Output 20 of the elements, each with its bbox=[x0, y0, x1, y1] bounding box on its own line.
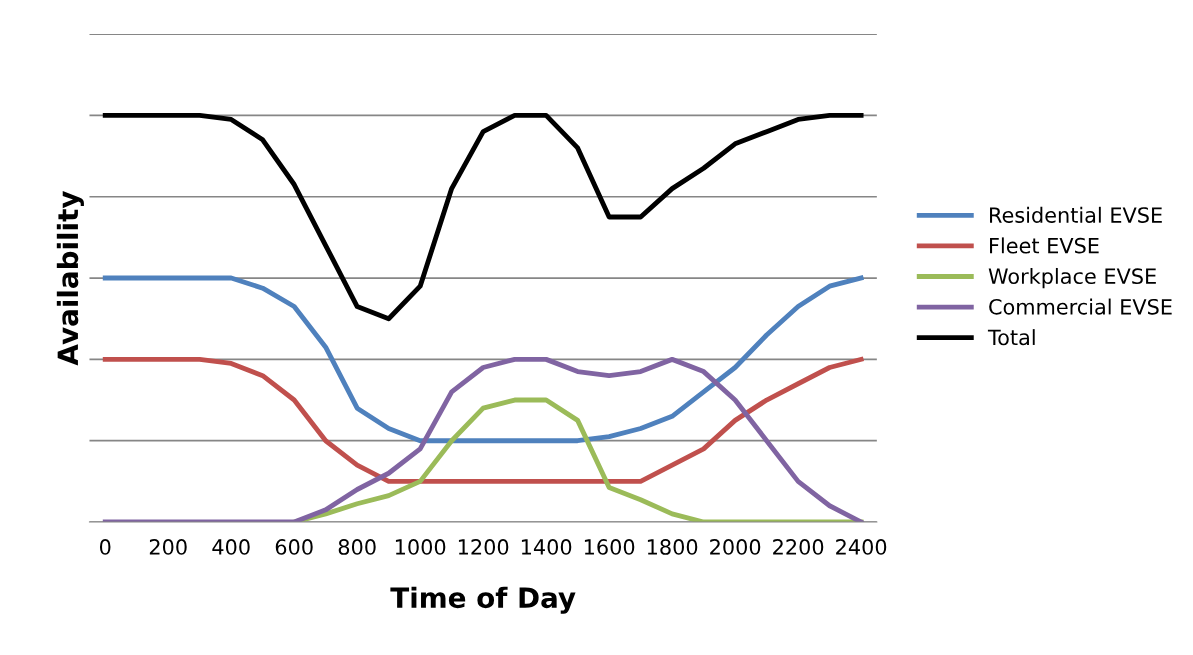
x-tick-label: 2000 bbox=[710, 539, 761, 555]
legend-label: Commercial EVSE bbox=[989, 298, 1172, 315]
x-tick-label: 1000 bbox=[395, 539, 446, 555]
x-tick-label: 200 bbox=[149, 539, 187, 555]
legend-label: Residential EVSE bbox=[990, 206, 1162, 223]
x-axis-title: Time of Day bbox=[390, 586, 576, 614]
legend-label: Fleet EVSE bbox=[990, 237, 1099, 254]
x-tick-label: 1600 bbox=[584, 539, 635, 555]
x-tick-label: 2200 bbox=[773, 539, 824, 555]
x-tick-label: 400 bbox=[212, 539, 250, 555]
x-tick-label: 1800 bbox=[647, 539, 698, 555]
legend-label: Workplace EVSE bbox=[988, 267, 1156, 289]
x-tick-label: 1400 bbox=[521, 539, 572, 555]
x-tick-label: 2400 bbox=[836, 539, 887, 555]
y-axis-title: Availability bbox=[56, 191, 84, 366]
x-tick-label: 1200 bbox=[458, 539, 509, 555]
x-tick-label: 600 bbox=[275, 539, 313, 555]
x-tick-label: 0 bbox=[99, 539, 111, 555]
legend-label: Total bbox=[987, 329, 1035, 346]
x-tick-label: 800 bbox=[338, 539, 376, 555]
